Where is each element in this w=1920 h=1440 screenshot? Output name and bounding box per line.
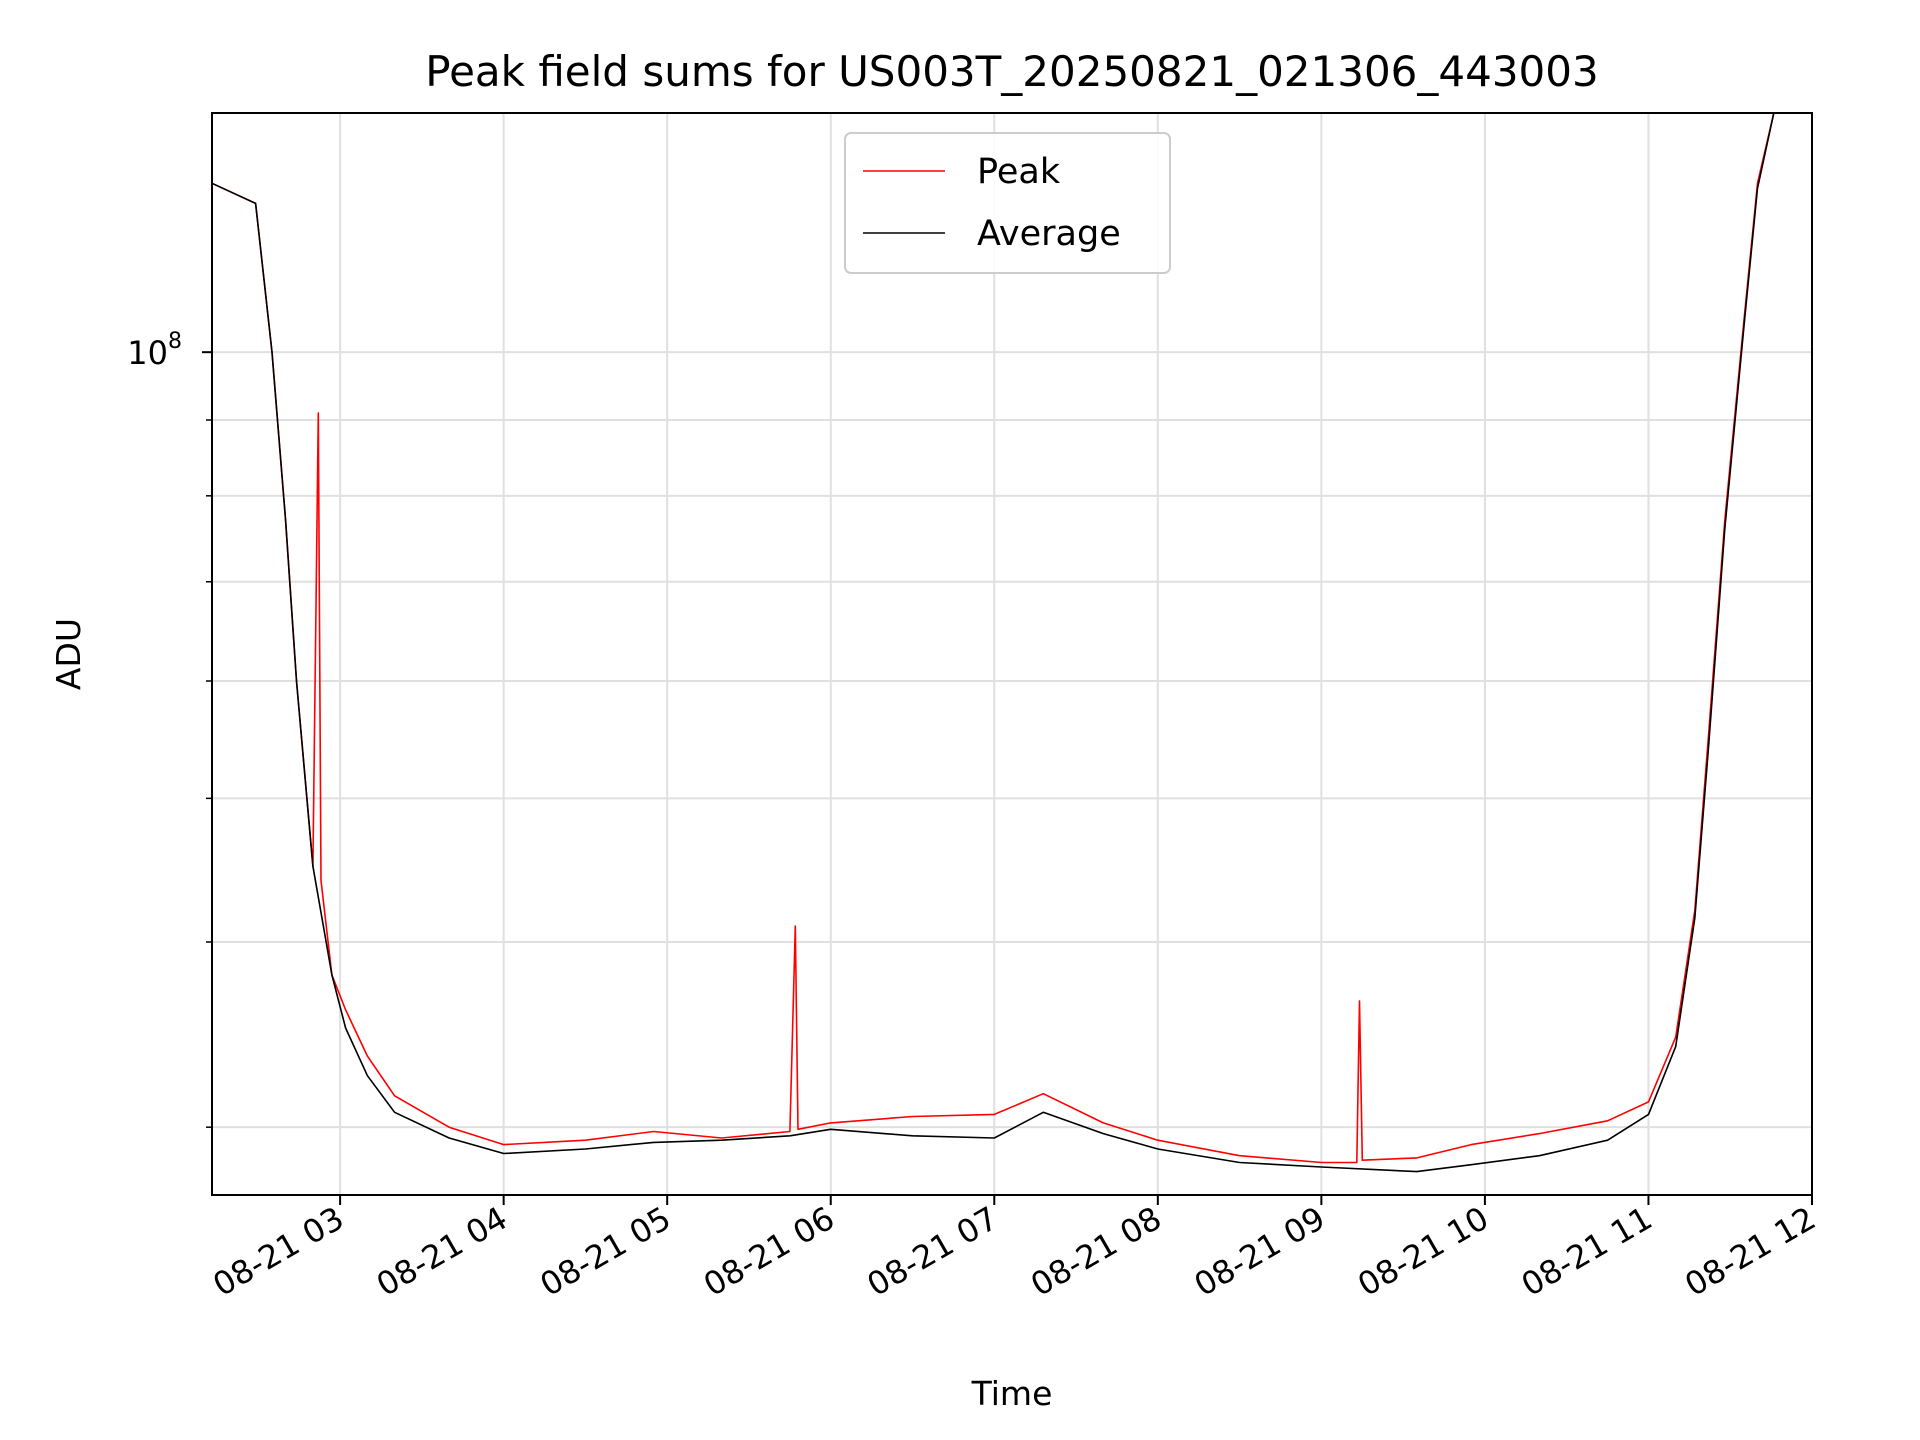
y-tick-label: 108 (127, 329, 182, 372)
legend-label-peak: Peak (977, 152, 1061, 192)
legend: Peak Average (844, 132, 1171, 274)
y-tick-base: 10 (127, 334, 168, 372)
legend-box (844, 132, 1171, 274)
y-tick-exponent: 8 (168, 329, 182, 354)
series-group (212, 113, 1775, 1173)
series-layer (212, 113, 1775, 1173)
series-line-peak (212, 113, 1775, 1164)
y-axis-label: ADU (49, 618, 88, 690)
x-axis-label: Time (971, 1374, 1053, 1413)
series-line-average (212, 113, 1775, 1173)
plot-frame (211, 112, 1813, 1196)
chart-title: Peak field sums for US003T_20250821_0213… (425, 47, 1598, 96)
legend-label-average: Average (977, 214, 1121, 254)
